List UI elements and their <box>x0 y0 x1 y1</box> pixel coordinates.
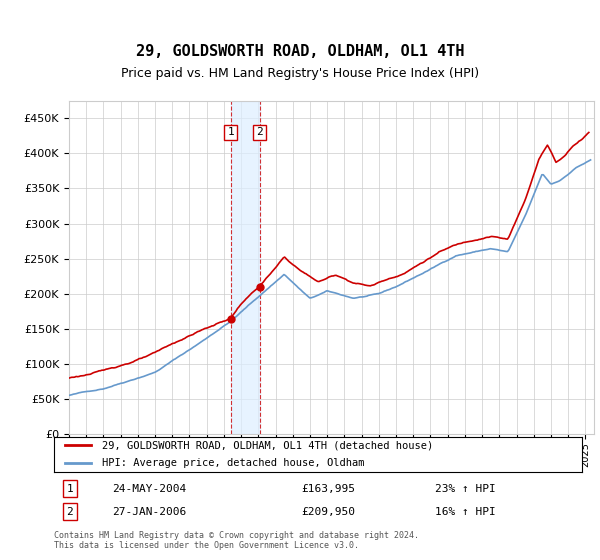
Text: 29, GOLDSWORTH ROAD, OLDHAM, OL1 4TH: 29, GOLDSWORTH ROAD, OLDHAM, OL1 4TH <box>136 44 464 59</box>
Text: 2: 2 <box>67 507 73 516</box>
Text: Price paid vs. HM Land Registry's House Price Index (HPI): Price paid vs. HM Land Registry's House … <box>121 67 479 80</box>
Text: 29, GOLDSWORTH ROAD, OLDHAM, OL1 4TH (detached house): 29, GOLDSWORTH ROAD, OLDHAM, OL1 4TH (de… <box>101 441 433 450</box>
Text: 1: 1 <box>67 484 73 494</box>
Text: 24-MAY-2004: 24-MAY-2004 <box>112 484 186 494</box>
Text: 2: 2 <box>256 128 263 137</box>
Text: 1: 1 <box>227 128 234 137</box>
Text: HPI: Average price, detached house, Oldham: HPI: Average price, detached house, Oldh… <box>101 458 364 468</box>
Text: £209,950: £209,950 <box>302 507 356 516</box>
Text: 16% ↑ HPI: 16% ↑ HPI <box>436 507 496 516</box>
Bar <box>230 101 260 434</box>
Text: 23% ↑ HPI: 23% ↑ HPI <box>436 484 496 494</box>
Text: Contains HM Land Registry data © Crown copyright and database right 2024.
This d: Contains HM Land Registry data © Crown c… <box>54 530 419 550</box>
Text: £163,995: £163,995 <box>302 484 356 494</box>
Text: 27-JAN-2006: 27-JAN-2006 <box>112 507 186 516</box>
